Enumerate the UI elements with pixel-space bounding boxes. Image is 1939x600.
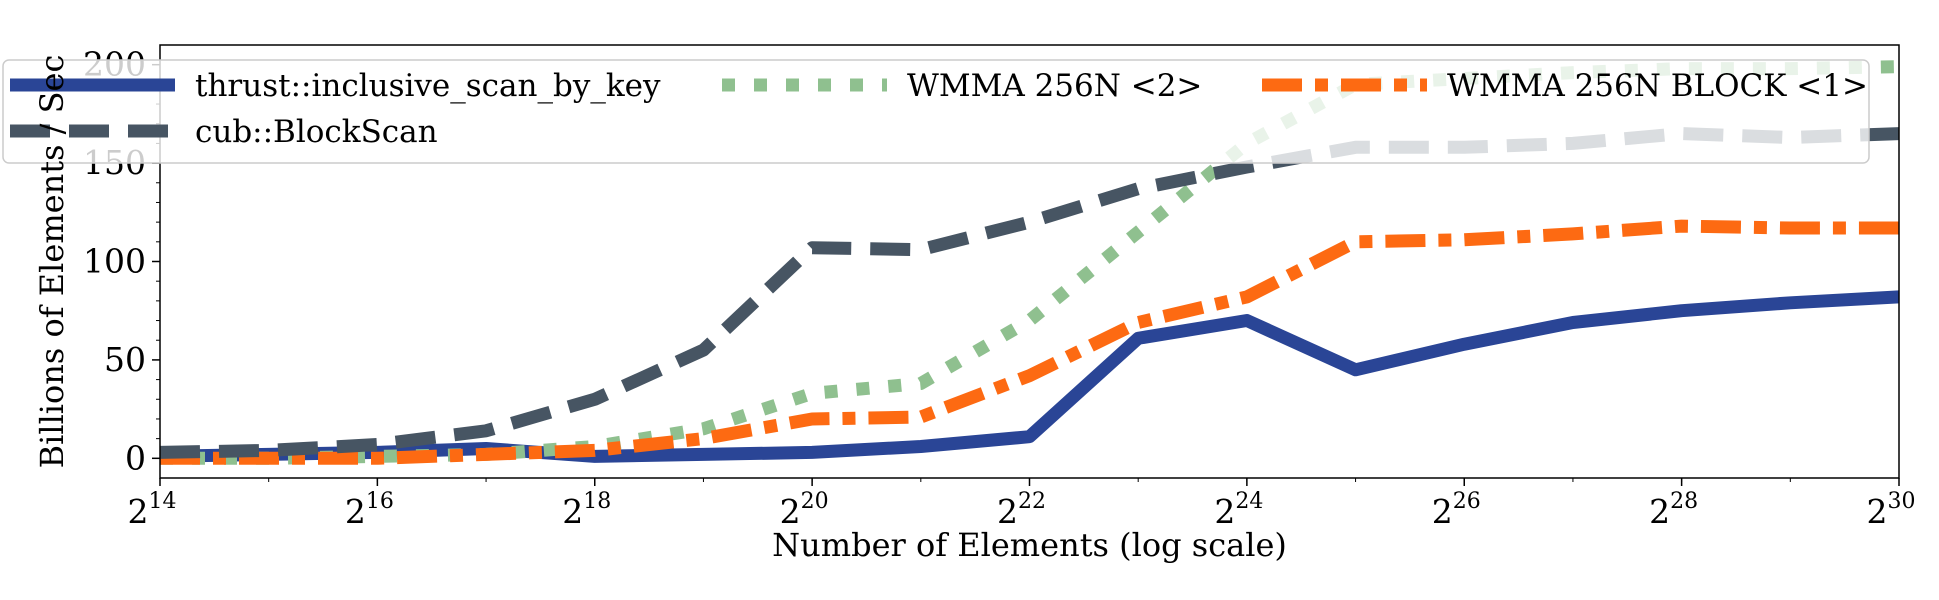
x-tick-label: 214 [128,489,177,531]
x-tick-label: 228 [1649,489,1698,531]
legend-item-2[interactable]: WMMA 256N BLOCK <1> [1262,68,1868,104]
x-tick-label: 218 [562,489,611,531]
y-tick-label: 100 [83,242,146,281]
x-tick-label: 216 [345,489,394,531]
legend-item-0[interactable]: thrust::inclusive_scan_by_key [10,68,661,104]
x-axis-label: Number of Elements (log scale) [772,526,1287,564]
x-tick-label: 222 [997,489,1046,531]
y-axis-label: Billions of Elements / Sec [33,55,71,469]
legend-label: WMMA 256N <2> [907,68,1202,104]
legend-label: cub::BlockScan [195,114,438,150]
series-layer [160,60,1899,465]
legend-label: thrust::inclusive_scan_by_key [195,68,661,104]
legend-label: WMMA 256N BLOCK <1> [1447,68,1868,104]
legend-item-1[interactable]: WMMA 256N <2> [722,68,1202,104]
x-tick-label: 224 [1214,489,1263,531]
series-line-1 [160,60,1899,465]
legend-item-3[interactable]: cub::BlockScan [10,114,438,150]
y-tick-label: 50 [104,340,146,379]
y-tick-label: 0 [125,438,146,477]
series-line-2 [160,219,1899,465]
legend[interactable]: thrust::inclusive_scan_by_key WMMA 256N <… [2,59,1870,164]
x-tick-label: 226 [1432,489,1481,531]
x-tick-label: 220 [780,489,829,531]
x-tick-label: 230 [1867,489,1916,531]
axes-layer: 214216218220222224226228230050100150200 [83,44,1916,531]
